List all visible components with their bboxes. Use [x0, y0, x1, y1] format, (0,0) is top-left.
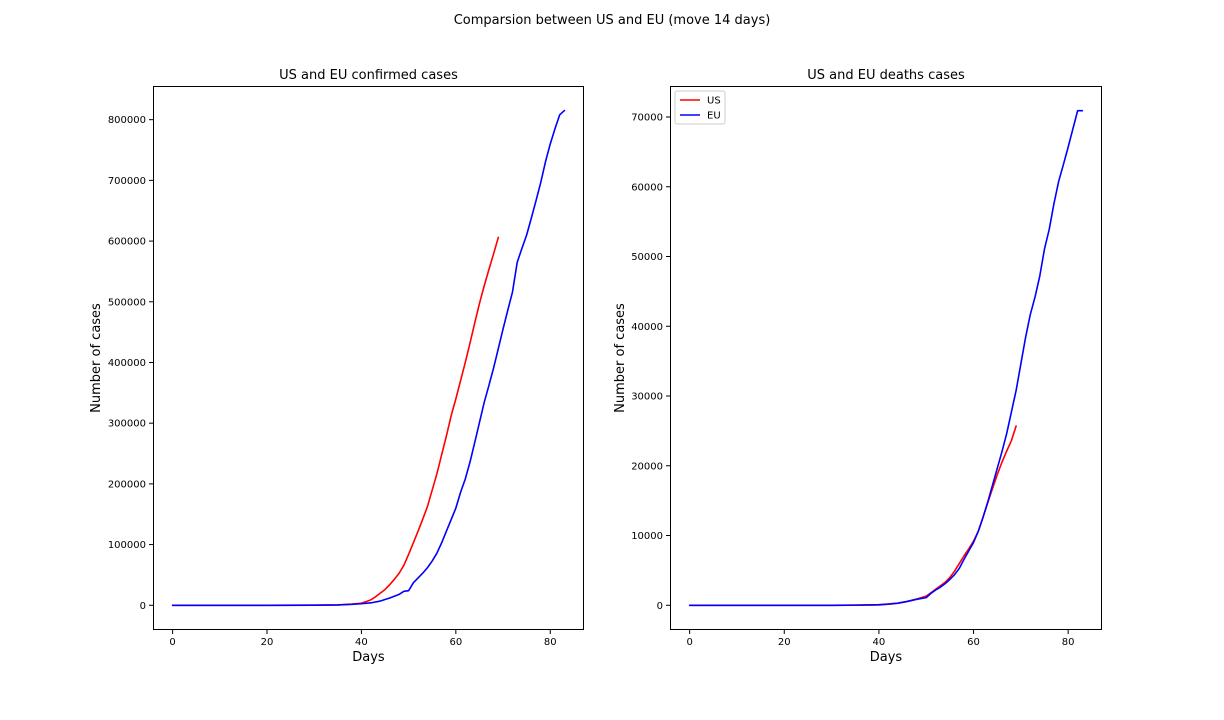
deaths-x-axis-label: Days [870, 650, 903, 665]
confirmed-x-tick-label: 60 [449, 637, 462, 648]
confirmed-y-tick-label: 800000 [108, 115, 146, 126]
deaths-x-tick-label: 40 [873, 637, 886, 648]
deaths-y-tick-label: 50000 [631, 252, 663, 263]
subplot-confirmed: US and EU confirmed cases 0 20 40 60 80 0 10000… [89, 68, 584, 665]
deaths-series-us-line [688, 425, 1017, 607]
subplot-deaths: US and EU deaths cases 0 20 40 60 80 0 10000 200… [613, 68, 1102, 665]
confirmed-x-tick-label: 40 [355, 637, 368, 648]
deaths-x-tick-label: 80 [1062, 637, 1075, 648]
deaths-legend-label-us: US [707, 96, 721, 107]
confirmed-x-tick-label: 80 [544, 637, 557, 648]
confirmed-y-tick-label: 100000 [108, 540, 146, 551]
deaths-chart-title: US and EU deaths cases [807, 68, 965, 83]
deaths-axes-frame [670, 86, 1102, 630]
deaths-y-tick-label: 10000 [631, 531, 663, 542]
deaths-y-tick-label: 30000 [631, 392, 663, 403]
deaths-series-eu-line [688, 109, 1084, 607]
deaths-y-tick-label: 20000 [631, 461, 663, 472]
deaths-legend-label-eu: EU [707, 111, 721, 122]
deaths-y-axis-label: Number of cases [613, 303, 628, 413]
confirmed-series-eu-line [171, 109, 566, 607]
confirmed-y-tick-label: 700000 [108, 176, 146, 187]
confirmed-series-us-line [171, 236, 500, 607]
confirmed-x-tick-label: 20 [261, 637, 274, 648]
confirmed-y-tick-label: 600000 [108, 237, 146, 248]
deaths-y-tick-label: 40000 [631, 322, 663, 333]
deaths-y-tick-label: 70000 [631, 113, 663, 124]
confirmed-y-tick-label: 0 [140, 601, 146, 612]
confirmed-y-tick-label: 200000 [108, 479, 146, 490]
confirmed-y-tick-label: 400000 [108, 358, 146, 369]
figure-suptitle: Comparsion between US and EU (move 14 da… [454, 13, 771, 28]
deaths-y-tick-label: 60000 [631, 182, 663, 193]
confirmed-y-tick-label: 300000 [108, 419, 146, 430]
confirmed-x-axis-label: Days [352, 650, 385, 665]
deaths-x-tick-label: 20 [778, 637, 791, 648]
deaths-x-tick-label: 0 [686, 637, 692, 648]
deaths-x-tick-label: 60 [967, 637, 980, 648]
confirmed-y-axis-label: Number of cases [89, 303, 104, 413]
confirmed-chart-title: US and EU confirmed cases [279, 68, 458, 83]
confirmed-y-tick-label: 500000 [108, 297, 146, 308]
deaths-y-tick-label: 0 [657, 601, 663, 612]
deaths-legend: US EU [674, 90, 726, 125]
confirmed-axes-frame [153, 86, 584, 630]
confirmed-x-tick-label: 0 [169, 637, 175, 648]
